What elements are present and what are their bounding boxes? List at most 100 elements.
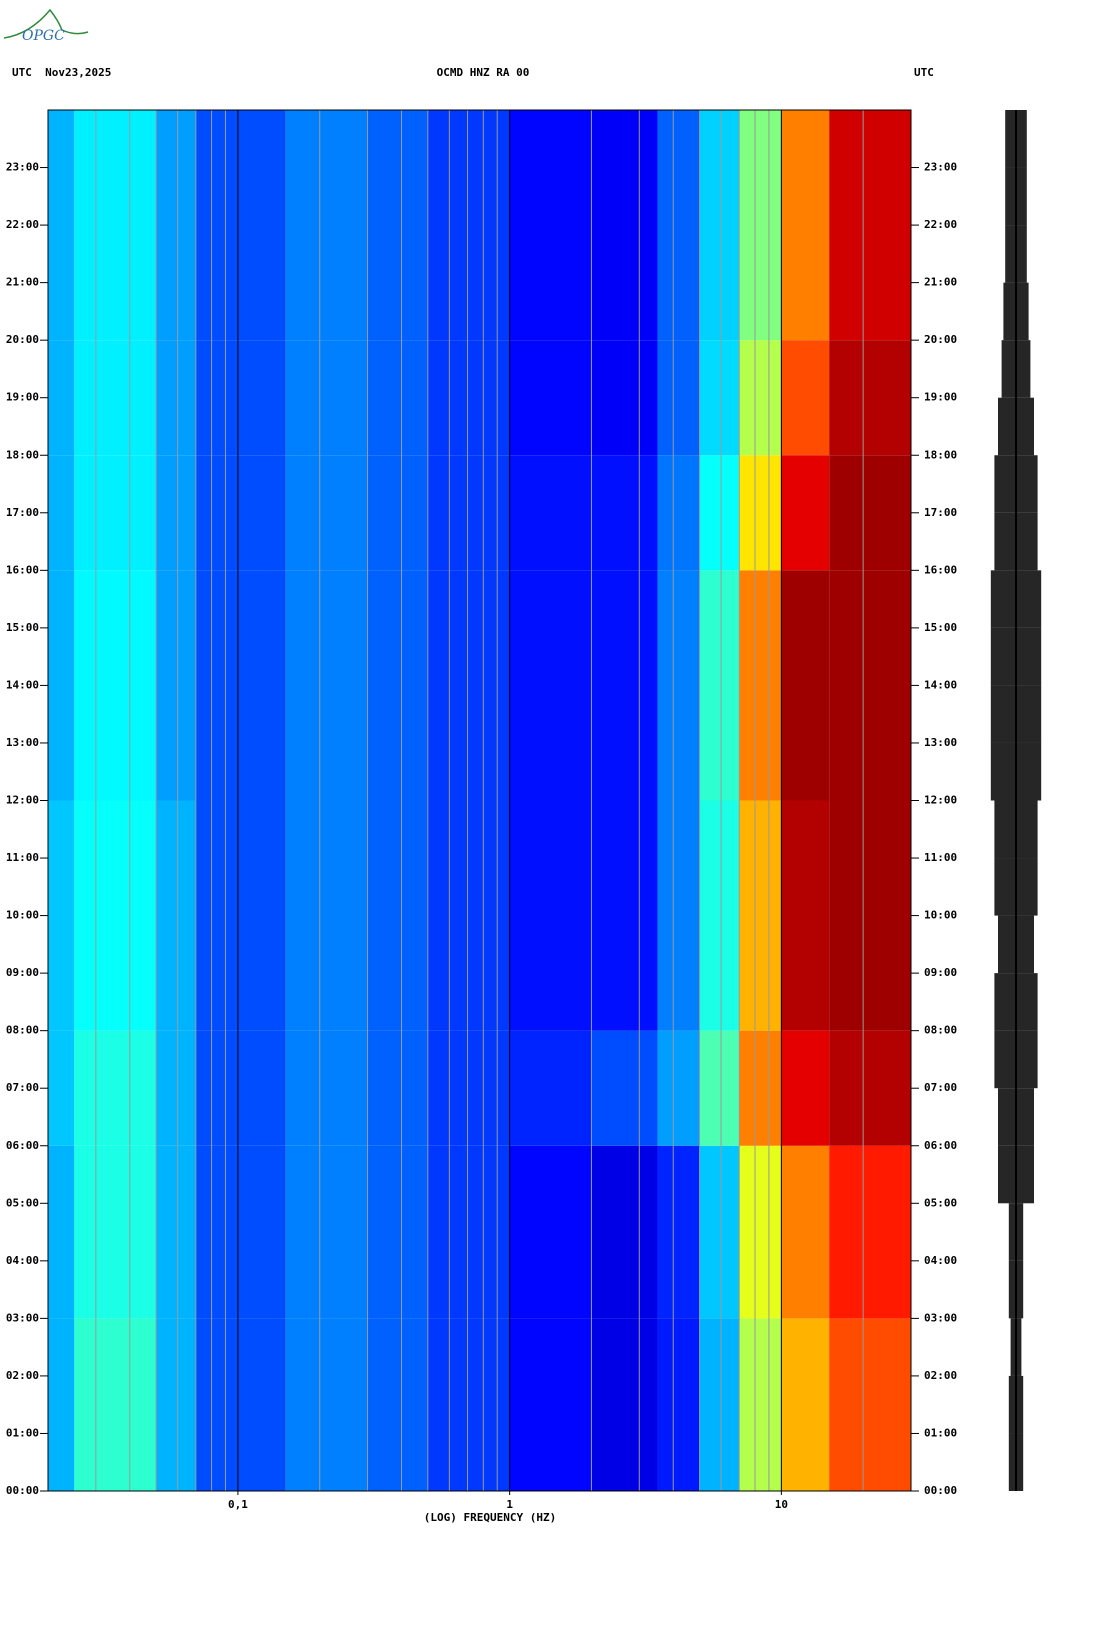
heat-cell — [591, 1030, 658, 1146]
heat-cell — [781, 570, 830, 801]
heat-cell — [739, 1030, 782, 1146]
heat-cell — [195, 800, 286, 1031]
heat-cell — [156, 110, 196, 341]
y-tick-label-right: 09:00 — [924, 966, 957, 979]
heat-cell — [367, 1030, 428, 1146]
heat-cell — [591, 1318, 658, 1491]
trace-segment — [990, 570, 1042, 628]
heat-cell — [48, 1145, 75, 1319]
heat-cell — [829, 1145, 911, 1319]
y-tick-label-right: 22:00 — [924, 218, 957, 231]
heat-cell — [156, 1145, 196, 1319]
logo: OPGC — [22, 28, 65, 44]
heat-cell — [739, 1318, 782, 1491]
heat-cell — [156, 340, 196, 456]
y-tick-label: 03:00 — [6, 1311, 39, 1324]
y-tick-label: 06:00 — [6, 1139, 39, 1152]
heat-cell — [509, 340, 592, 456]
y-tick-label-right: 21:00 — [924, 276, 957, 289]
heat-cell — [195, 110, 286, 341]
heat-cell — [699, 800, 740, 1031]
heat-cell — [657, 1318, 700, 1491]
y-tick-label: 05:00 — [6, 1196, 39, 1209]
heat-cell — [509, 1030, 592, 1146]
heat-cell — [657, 570, 700, 801]
y-tick-label-right: 07:00 — [924, 1081, 957, 1094]
trace-segment — [1008, 1433, 1024, 1491]
heat-cell — [699, 1318, 740, 1491]
heat-cell — [427, 110, 510, 341]
heat-cell — [781, 800, 830, 1031]
heat-cell — [829, 570, 911, 801]
trace-segment — [998, 1088, 1034, 1146]
trace-segment — [1003, 282, 1029, 341]
heat-cell — [829, 455, 911, 571]
heat-cell — [367, 570, 428, 801]
heat-cell — [591, 455, 658, 571]
heat-cell — [591, 570, 658, 801]
heat-cell — [699, 1145, 740, 1319]
y-tick-label-right: 08:00 — [924, 1024, 957, 1037]
heat-cell — [509, 800, 592, 1031]
heat-cell — [657, 1145, 700, 1319]
heat-cell — [74, 110, 157, 341]
heat-cell — [48, 340, 75, 456]
heat-cell — [156, 1030, 196, 1146]
heat-cell — [367, 1318, 428, 1491]
heat-cell — [657, 110, 700, 341]
heat-cell — [285, 340, 368, 456]
y-tick-label: 18:00 — [6, 448, 39, 461]
heat-cell — [285, 1145, 368, 1319]
trace-segment — [994, 512, 1038, 571]
y-tick-label: 16:00 — [6, 563, 39, 576]
heat-cell — [509, 1145, 592, 1319]
y-tick-label: 20:00 — [6, 333, 39, 346]
y-tick-label: 02:00 — [6, 1369, 39, 1382]
heat-cell — [829, 340, 911, 456]
heat-cell — [48, 455, 75, 571]
heat-cell — [657, 455, 700, 571]
trace-segment — [998, 1145, 1034, 1204]
y-tick-label-right: 11:00 — [924, 851, 957, 864]
y-tick-label: 13:00 — [6, 736, 39, 749]
heat-cell — [74, 800, 157, 1031]
heat-cell — [699, 570, 740, 801]
trace-segment — [1010, 1318, 1022, 1376]
heat-cell — [657, 800, 700, 1031]
heat-cell — [156, 1318, 196, 1491]
trace-segment — [994, 973, 1038, 1031]
heat-cell — [48, 1030, 75, 1146]
heat-cell — [781, 1318, 830, 1491]
y-tick-label-right: 19:00 — [924, 391, 957, 404]
trace-segment — [990, 742, 1042, 801]
y-tick-label: 21:00 — [6, 276, 39, 289]
heat-cell — [427, 1030, 510, 1146]
heat-cell — [829, 800, 911, 1031]
trace-segment — [994, 1030, 1038, 1089]
heat-cell — [657, 1030, 700, 1146]
heat-cell — [509, 1318, 592, 1491]
heat-cell — [781, 1145, 830, 1319]
heat-cell — [781, 1030, 830, 1146]
heat-cell — [195, 1318, 286, 1491]
heat-cell — [829, 110, 911, 341]
heat-cell — [781, 340, 830, 456]
heat-cell — [739, 110, 782, 341]
heat-cell — [829, 1318, 911, 1491]
heat-cell — [285, 1318, 368, 1491]
trace-segment — [1005, 225, 1027, 283]
heat-cell — [699, 110, 740, 341]
trace-segment — [990, 685, 1042, 743]
heat-cell — [48, 1318, 75, 1491]
heat-cell — [781, 110, 830, 341]
heat-cell — [367, 1145, 428, 1319]
trace-segment — [1008, 1203, 1024, 1261]
heat-cell — [367, 110, 428, 341]
heat-cell — [195, 340, 286, 456]
y-tick-label-right: 02:00 — [924, 1369, 957, 1382]
heat-cell — [74, 1145, 157, 1319]
heat-cell — [699, 340, 740, 456]
y-tick-label: 19:00 — [6, 391, 39, 404]
